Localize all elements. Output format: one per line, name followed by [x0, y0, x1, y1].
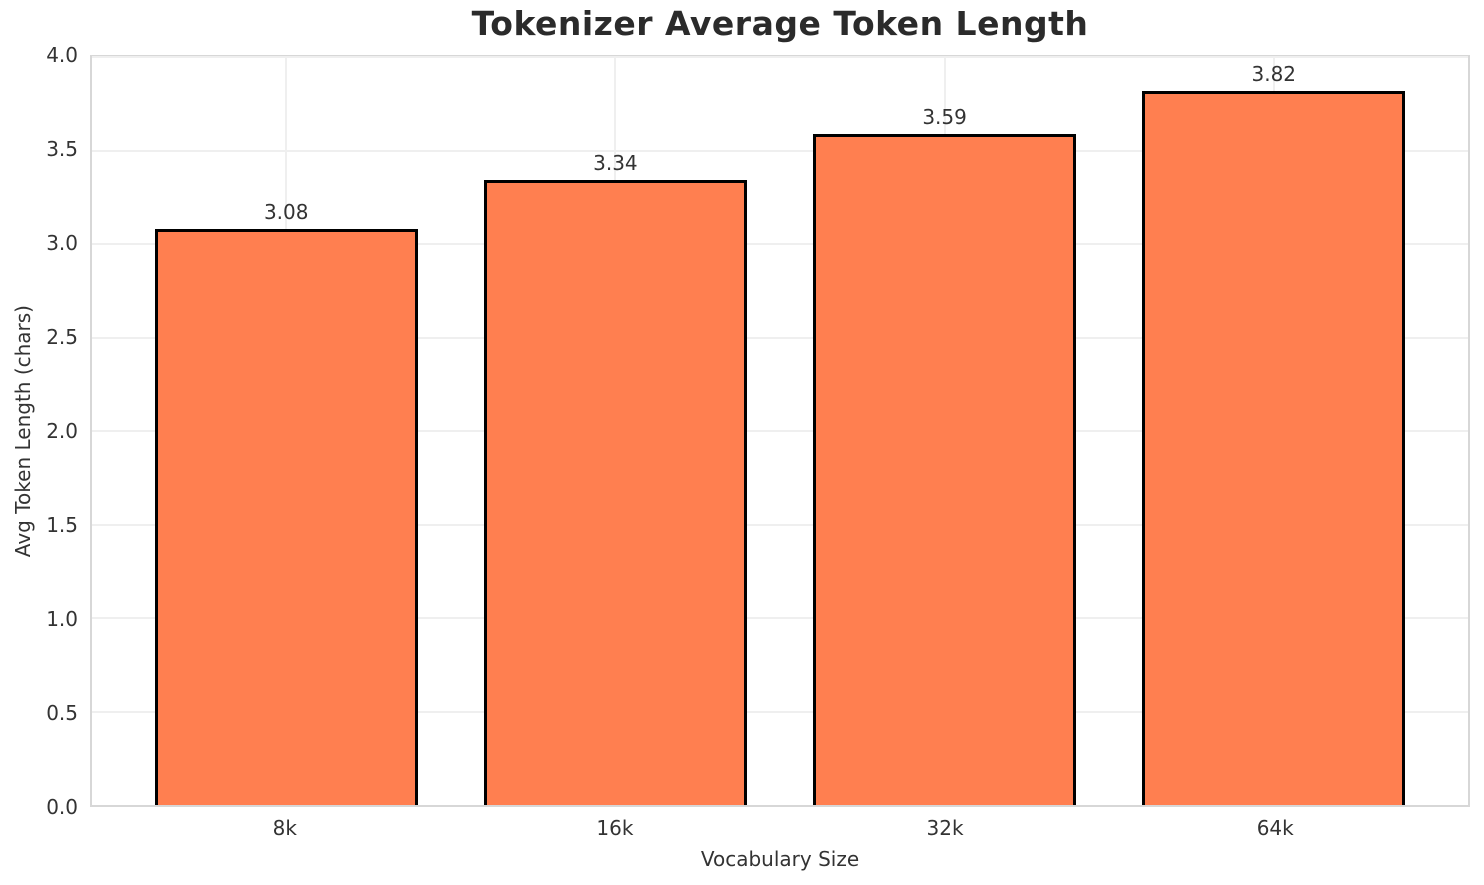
gridline-horizontal: [92, 617, 1468, 619]
y-tick-label: 3.0: [46, 231, 78, 255]
bar-32k: [812, 133, 1077, 805]
y-tick-label: 2.5: [46, 325, 78, 349]
bar-value-label: 3.82: [1251, 61, 1297, 86]
y-tick-label: 1.0: [46, 607, 78, 631]
gridline-horizontal: [92, 430, 1468, 432]
gridline-horizontal: [92, 523, 1468, 526]
bar-value-label: 3.59: [922, 104, 967, 129]
y-tick-label: 3.5: [46, 137, 78, 161]
bar-8k: [154, 229, 418, 805]
x-axis-label: Vocabulary Size: [700, 847, 860, 871]
y-tick-label: 0.0: [46, 795, 78, 819]
bar-value-label: 3.34: [593, 151, 638, 176]
y-tick-label: 4.0: [46, 43, 78, 67]
y-tick-label: 0.5: [46, 701, 78, 725]
y-tick-label: 1.5: [46, 513, 78, 537]
gridline-horizontal: [92, 710, 1468, 713]
x-tick-labels: 8k 16k 32k 64k: [90, 814, 1470, 842]
y-tick-labels: 0.0 0.5 1.0 1.5 2.0 2.5 3.0 3.5 4.0: [0, 43, 78, 819]
x-tick-label-64k: 64k: [1256, 816, 1294, 840]
gridline-horizontal: [92, 56, 1468, 58]
plot-area: 3.08 3.34 3.59 3.82: [90, 55, 1470, 807]
x-tick-label-16k: 16k: [596, 816, 634, 840]
bar-16k: [483, 180, 748, 805]
gridline-horizontal: [92, 149, 1468, 152]
y-tick-label: 2.0: [46, 419, 78, 443]
bar-value-label: 3.08: [263, 200, 309, 225]
chart-title: Tokenizer Average Token Length: [471, 4, 1089, 43]
gridline-horizontal: [92, 243, 1468, 245]
x-tick-label-8k: 8k: [272, 816, 297, 840]
gridline-horizontal: [92, 336, 1468, 339]
bar-64k: [1142, 90, 1406, 805]
x-tick-label-32k: 32k: [926, 816, 964, 840]
